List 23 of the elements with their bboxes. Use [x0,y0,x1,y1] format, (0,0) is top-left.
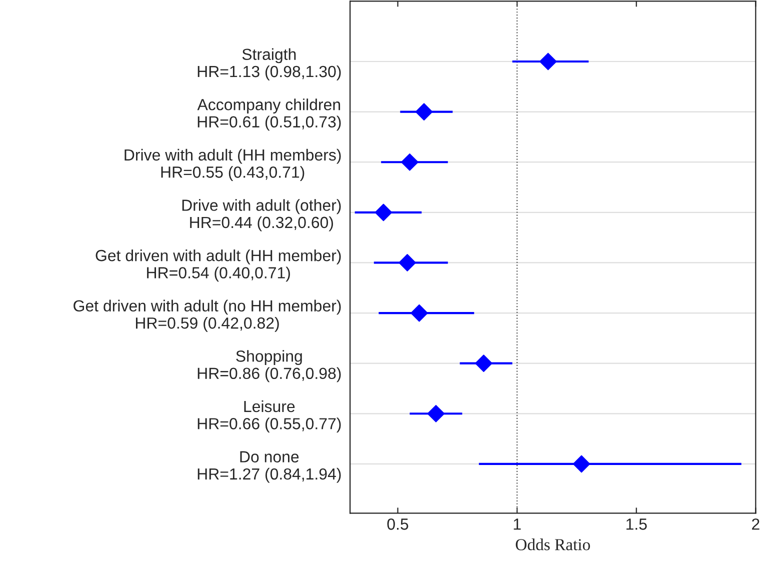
point [410,304,428,322]
y-tick-label: Drive with adult (other) HR=0.44 (0.32,0.60) [182,199,341,232]
point [374,204,392,222]
x-tick-label: 1 [514,518,521,530]
y-tick-label: Get driven with adult (HH member) HR=0.54 (0.40,0.71) [96,249,341,282]
point [398,254,416,272]
x-axis-title: Odds Ratio [516,538,590,550]
y-tick-label: Shopping HR=0.86 (0.76,0.98) [198,350,341,382]
x-tick-label: 2 [752,518,760,530]
y-tick-label: Get driven with adult (no HH member) HR=0.59 (0.42,0.82) [74,300,341,332]
y-tick-label: Accompany children HR=0.61 (0.51,0.73) [197,98,341,131]
y-tick-label: Leisure HR=0.66 (0.55,0.77) [198,400,341,432]
y-tick-label: Drive with adult (HH members) HR=0.55 (0.43,0.71) [124,148,341,181]
y-tick-label: Do none HR=1.27 (0.84,1.94) [198,451,341,483]
y-tick-label: Straigth HR=1.13 (0.98,1.30) [198,48,341,80]
x-tick-label: 1.5 [626,518,647,530]
point [572,455,590,473]
point [539,52,557,70]
x-tick-label: 0.5 [387,518,408,530]
point [474,354,492,372]
point [401,153,418,171]
point [427,404,445,422]
point [415,103,433,120]
